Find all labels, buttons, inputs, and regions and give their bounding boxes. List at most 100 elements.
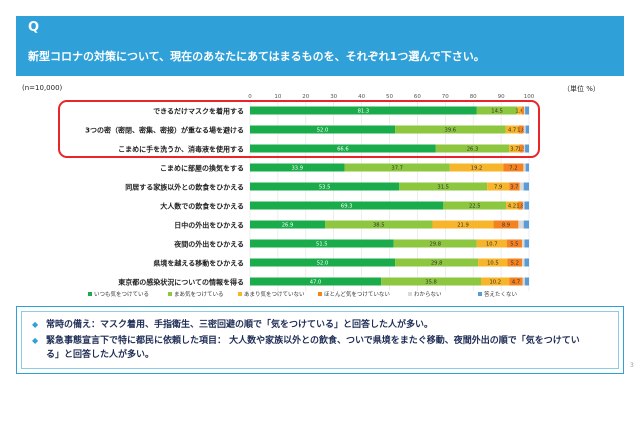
data-label: 4.7 bbox=[512, 280, 520, 286]
bullet-icon: ◆ bbox=[32, 320, 39, 329]
legend-label: いつも気をつけている bbox=[94, 290, 149, 298]
summary-item: ◆ 常時の備え：マスク着用、手指衛生、三密回避の順で「気をつけている」と回答した… bbox=[32, 318, 592, 332]
bar-segment bbox=[395, 125, 506, 134]
bar-segment bbox=[509, 277, 523, 286]
x-tick-label: 100 bbox=[524, 94, 535, 100]
bar-segment bbox=[344, 163, 450, 172]
summary-inner: ◆ 常時の備え：マスク着用、手指衛生、三密回避の順で「気をつけている」と回答した… bbox=[21, 311, 619, 369]
bar-segment bbox=[476, 106, 518, 115]
category-label: 夜間の外出をひかえる bbox=[173, 240, 244, 249]
data-label: 26.9 bbox=[282, 223, 294, 229]
x-tick-label: 90 bbox=[498, 94, 505, 100]
bar-segment bbox=[524, 239, 529, 248]
bar-segment bbox=[481, 277, 510, 286]
bar-segment bbox=[523, 163, 526, 172]
category-label: こまめに手を洗うか、消毒液を使用する bbox=[118, 145, 244, 154]
data-label: 1.8 bbox=[517, 128, 525, 134]
bar-segment bbox=[523, 106, 526, 115]
bar-segment bbox=[476, 239, 507, 248]
data-label: 4.7 bbox=[508, 128, 516, 134]
legend-label: ほとんど気をつけていない bbox=[324, 290, 390, 298]
data-label: 10.2 bbox=[489, 280, 501, 286]
legend-label: わからない bbox=[414, 291, 442, 298]
bar-segment bbox=[519, 144, 524, 153]
bar-segment bbox=[523, 144, 526, 153]
legend-swatch bbox=[238, 292, 242, 296]
stacked-bar-chart: 0 10 20 30 40 50 60 70 80 90 100 できるだけマスクを着用する 81.3 1… bbox=[85, 94, 535, 298]
bar-segment bbox=[381, 277, 482, 286]
category-label: 東京都の感染状況についての情報を得る bbox=[118, 278, 244, 287]
data-label: 66.6 bbox=[337, 147, 349, 153]
data-label: 5.5 bbox=[510, 242, 518, 248]
bar-segment bbox=[525, 106, 529, 115]
data-label: 3.7 bbox=[510, 185, 518, 191]
data-label: 33.9 bbox=[292, 166, 304, 172]
data-label: 8.9 bbox=[502, 223, 510, 229]
data-label: 51.5 bbox=[316, 242, 328, 248]
legend-label: あまり気をつけていない bbox=[244, 290, 305, 298]
data-label: 35.8 bbox=[425, 280, 437, 286]
bar-segment bbox=[506, 201, 518, 210]
data-label: 7.2 bbox=[509, 166, 517, 172]
question-marker: Q bbox=[28, 20, 40, 35]
bar-segment bbox=[505, 125, 519, 134]
legend-swatch bbox=[88, 292, 92, 296]
bar-segment bbox=[250, 125, 396, 134]
data-label: 1.5 bbox=[517, 147, 525, 153]
data-label: 38.5 bbox=[373, 223, 385, 229]
data-label: 14.5 bbox=[491, 109, 503, 115]
bar-segment bbox=[493, 220, 519, 229]
data-label: 10.7 bbox=[486, 242, 498, 248]
bar-segment bbox=[509, 182, 520, 191]
category-label: 同居する家族以外との飲食をひかえる bbox=[125, 183, 244, 192]
bar-segment bbox=[449, 163, 504, 172]
data-label: 31.5 bbox=[437, 185, 449, 191]
bar-segment bbox=[250, 220, 326, 229]
x-tick-label: 10 bbox=[274, 94, 281, 100]
summary-text: 常時の備え：マスク着用、手指衛生、三密回避の順で「気をつけている」と回答した人が… bbox=[46, 320, 434, 330]
x-tick-label: 50 bbox=[386, 94, 393, 100]
bar-segment bbox=[523, 220, 529, 229]
summary-text: 緊急事態宣言下で特に都民に依頼した項目： 大人数や家族以外との飲食、ついで県境を… bbox=[46, 336, 580, 360]
bar-segment bbox=[519, 182, 524, 191]
data-label: 53.5 bbox=[319, 185, 331, 191]
data-label: 19.2 bbox=[471, 166, 483, 172]
bar-segment bbox=[250, 144, 436, 153]
bar-segment bbox=[325, 220, 433, 229]
x-tick-label: 80 bbox=[470, 94, 477, 100]
data-label: 5.2 bbox=[511, 261, 519, 267]
data-label: 4.2 bbox=[508, 204, 516, 210]
bar-segment bbox=[518, 125, 524, 134]
category-label: 大人数での飲食をひかえる bbox=[160, 202, 244, 211]
category-label: 日中の外出をひかえる bbox=[174, 221, 244, 230]
summary-box: ◆ 常時の備え：マスク着用、手指衛生、三密回避の順で「気をつけている」と回答した… bbox=[16, 306, 624, 374]
bar-segment bbox=[443, 201, 507, 210]
data-label: 69.3 bbox=[341, 204, 353, 210]
bar-segment bbox=[525, 125, 529, 134]
x-tick-label: 40 bbox=[358, 94, 365, 100]
data-label: 26.3 bbox=[467, 147, 479, 153]
data-label: 7.9 bbox=[494, 185, 502, 191]
data-label: 81.3 bbox=[358, 109, 370, 115]
data-label: 1.6 bbox=[515, 109, 523, 115]
x-tick-label: 20 bbox=[302, 94, 309, 100]
legend-swatch bbox=[168, 292, 172, 296]
bar-segment bbox=[522, 201, 525, 210]
data-label: 10.5 bbox=[487, 261, 499, 267]
bar-segment bbox=[523, 182, 529, 191]
question-header: Q 新型コロナの対策について、現在のあなたにあてはまるものを、それぞれ1つ選んで… bbox=[16, 16, 624, 76]
question-text: 新型コロナの対策について、現在のあなたにあてはまるものを、それぞれ1つ選んで下さ… bbox=[28, 50, 485, 63]
data-label: 29.8 bbox=[431, 261, 443, 267]
data-label: 21.9 bbox=[457, 223, 469, 229]
sample-size-label: (n=10,000) bbox=[22, 84, 63, 92]
bar-segment bbox=[250, 201, 444, 210]
data-label: 29.8 bbox=[429, 242, 441, 248]
category-label: 県境を越える移動をひかえる bbox=[153, 259, 244, 268]
category-label: 3つの密（密閉、密集、密接）が重なる場を避ける bbox=[85, 126, 244, 135]
x-tick-label: 70 bbox=[442, 94, 449, 100]
bar-segment bbox=[522, 258, 525, 267]
bar-segment bbox=[250, 277, 382, 286]
legend-label: 答えたくない bbox=[484, 290, 518, 298]
data-label: 39.6 bbox=[445, 128, 457, 134]
bar-segment bbox=[435, 144, 510, 153]
